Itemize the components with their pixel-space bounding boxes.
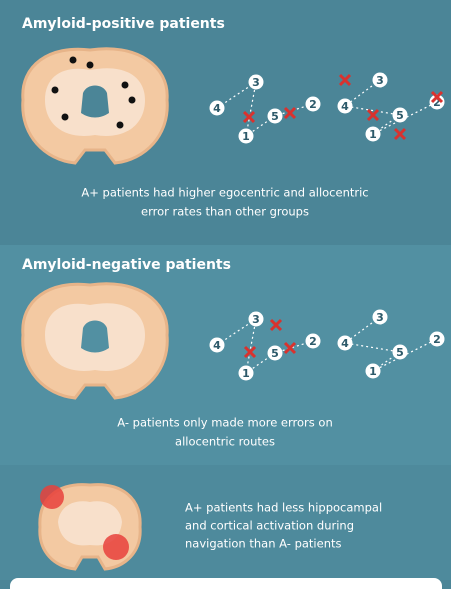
caption: A+ patients had higher egocentric and al… xyxy=(81,186,368,200)
node-label: 1 xyxy=(242,130,250,143)
caption: A- patients only made more errors on xyxy=(117,416,333,430)
node-label: 2 xyxy=(309,98,317,111)
node-label: 4 xyxy=(213,339,221,352)
node-label: 4 xyxy=(213,102,221,115)
route-node: 4 xyxy=(338,99,353,114)
route-node: 5 xyxy=(393,108,408,123)
brain-illustration xyxy=(23,284,167,398)
route-node: 5 xyxy=(268,346,283,361)
caption: and cortical activation during xyxy=(185,519,354,533)
route-node: 1 xyxy=(366,127,381,142)
node-label: 4 xyxy=(341,337,349,350)
node-label: 3 xyxy=(252,313,260,326)
node-label: 1 xyxy=(369,128,377,141)
route-node: 1 xyxy=(239,129,254,144)
node-label: 5 xyxy=(271,110,279,123)
node-label: 3 xyxy=(376,311,384,324)
section-title: Amyloid-positive patients xyxy=(22,16,225,32)
route-node: 3 xyxy=(249,312,264,327)
route-node: 5 xyxy=(268,109,283,124)
route-node: 2 xyxy=(306,334,321,349)
route-node: 4 xyxy=(210,338,225,353)
route-node: 3 xyxy=(373,73,388,88)
node-label: 3 xyxy=(252,76,260,89)
route-node: 5 xyxy=(393,345,408,360)
route-node: 2 xyxy=(306,97,321,112)
caption: navigation than A- patients xyxy=(185,537,342,551)
node-label: 5 xyxy=(396,346,404,359)
section-title: Amyloid-negative patients xyxy=(22,257,231,273)
route-node: 4 xyxy=(210,101,225,116)
route-node: 1 xyxy=(366,364,381,379)
node-label: 5 xyxy=(271,347,279,360)
node-label: 4 xyxy=(341,100,349,113)
node-label: 2 xyxy=(309,335,317,348)
caption: allocentric routes xyxy=(175,435,275,449)
node-label: 1 xyxy=(242,367,250,380)
route-node: 3 xyxy=(249,75,264,90)
route-node: 4 xyxy=(338,336,353,351)
route-node: 3 xyxy=(373,310,388,325)
route-node: 2 xyxy=(430,332,445,347)
node-label: 5 xyxy=(396,109,404,122)
footer-strip xyxy=(10,578,442,589)
node-label: 2 xyxy=(433,333,441,346)
node-label: 1 xyxy=(369,365,377,378)
infographic: Amyloid-positive patients A+ patients ha… xyxy=(0,0,451,589)
caption: error rates than other groups xyxy=(141,205,309,219)
node-label: 3 xyxy=(376,74,384,87)
route-node: 1 xyxy=(239,366,254,381)
brain-illustration xyxy=(40,485,140,569)
brain-illustration xyxy=(23,49,167,163)
caption: A+ patients had less hippocampal xyxy=(185,501,382,515)
